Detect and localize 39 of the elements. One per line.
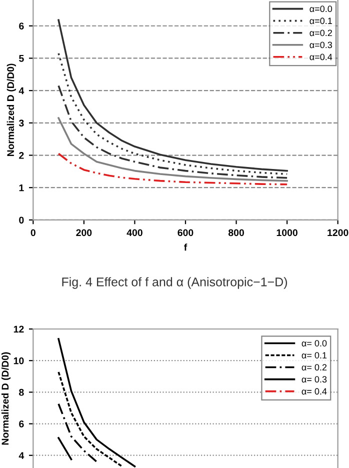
y-tick-label: 5: [19, 55, 24, 62]
y-tick-label: 4: [18, 452, 24, 459]
legend-label: α= 0.3: [302, 376, 327, 383]
x-tick-label: 1200: [328, 229, 348, 236]
y-tick-label: 4: [18, 87, 24, 94]
y-tick-label: 0: [19, 216, 24, 224]
legend-label: α=0.2: [310, 30, 332, 36]
y-tick-label: 8: [19, 388, 24, 396]
y-tick-label: 6: [19, 420, 24, 428]
y-tick-label: 3: [18, 120, 24, 127]
x-tick-label: 400: [126, 229, 142, 236]
y-axis-title: Normalized D (D/D0): [6, 64, 16, 156]
legend-label: α=0.4: [310, 54, 332, 60]
y-tick-label: 6: [19, 22, 24, 30]
y-tick-label: 2: [19, 152, 24, 159]
caption: Fig. 4 Effect of f and α (Anisotropic−1−D): [62, 277, 288, 289]
line-series: [58, 152, 288, 186]
legend-label: α=0.0: [310, 6, 332, 12]
legend-label: α= 0.2: [302, 364, 327, 371]
legend-label: α= 0.0: [302, 340, 327, 346]
legend-label: α=0.3: [310, 42, 332, 48]
x-tick-label: 0: [30, 229, 36, 236]
x-tick-label: 200: [76, 229, 92, 236]
line-series: [58, 371, 123, 468]
y-axis-title: Normalized D (D/D0): [1, 352, 11, 445]
x-tick-label: 1000: [276, 229, 298, 236]
line-series: [58, 338, 136, 468]
line-series: [58, 84, 288, 179]
x-axis-title: f: [184, 244, 188, 251]
y-tick-label: 12: [14, 326, 24, 333]
x-tick-label: 800: [228, 229, 244, 236]
y-tick-label: 1: [19, 184, 24, 192]
legend-label: α= 0.1: [302, 352, 327, 358]
legend-label: α= 0.4: [302, 388, 327, 395]
line-series: [58, 19, 288, 172]
y-tick-label: 10: [14, 357, 24, 364]
x-tick-label: 600: [178, 229, 194, 236]
line-series: [58, 402, 98, 463]
legend-label: α=0.1: [310, 18, 332, 24]
